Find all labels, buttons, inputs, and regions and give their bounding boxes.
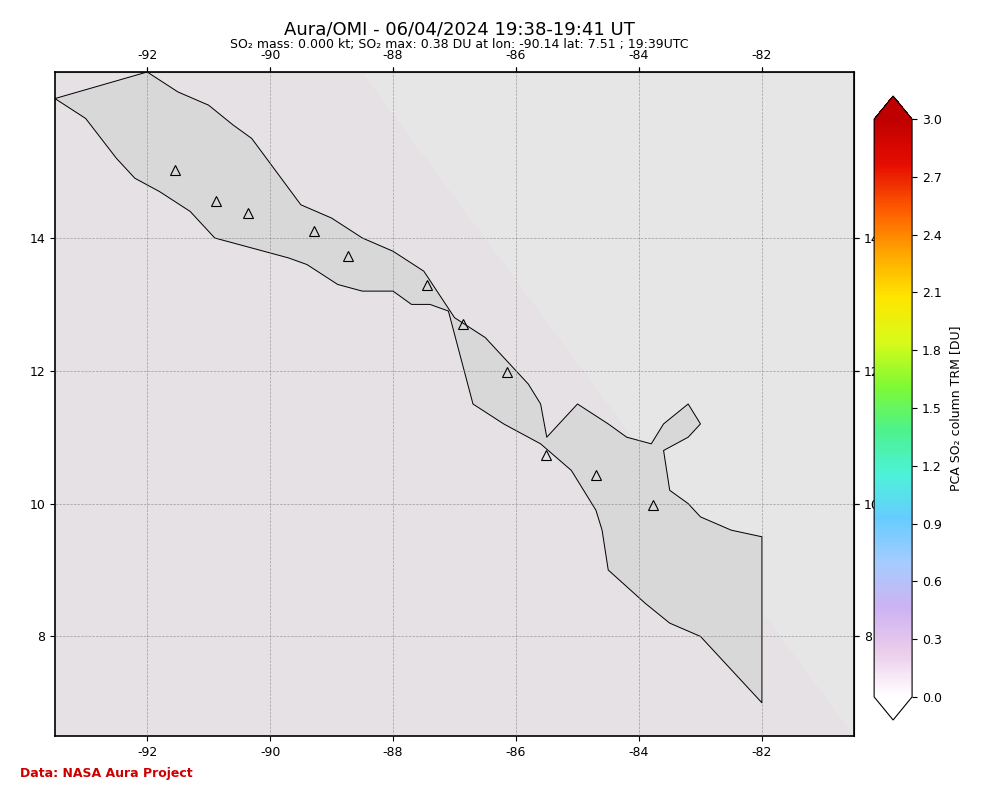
Text: SO₂ mass: 0.000 kt; SO₂ max: 0.38 DU at lon: -90.14 lat: 7.51 ; 19:39UTC: SO₂ mass: 0.000 kt; SO₂ max: 0.38 DU at … <box>231 38 688 51</box>
PathPatch shape <box>874 96 912 119</box>
Polygon shape <box>55 72 854 736</box>
Polygon shape <box>55 72 762 703</box>
Y-axis label: PCA SO₂ column TRM [DU]: PCA SO₂ column TRM [DU] <box>949 326 962 490</box>
Text: Aura/OMI - 06/04/2024 19:38-19:41 UT: Aura/OMI - 06/04/2024 19:38-19:41 UT <box>284 20 635 38</box>
Text: Data: NASA Aura Project: Data: NASA Aura Project <box>20 767 193 780</box>
Polygon shape <box>363 72 854 736</box>
PathPatch shape <box>874 697 912 720</box>
